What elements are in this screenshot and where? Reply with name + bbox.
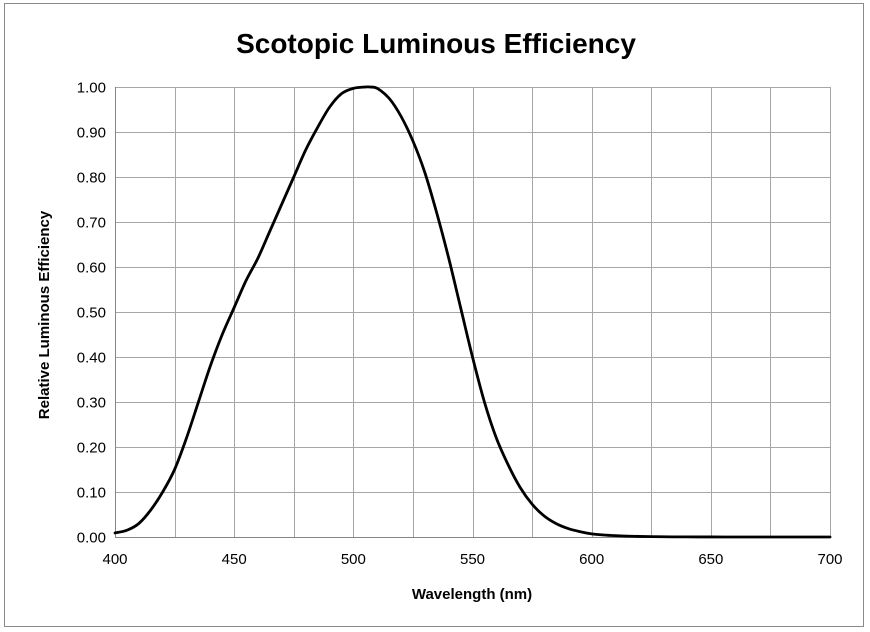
- y-tick-label: 0.20: [77, 440, 106, 457]
- y-tick-label: 0.40: [77, 350, 106, 367]
- y-tick-label: 0.60: [77, 260, 106, 277]
- y-tick-label: 0.30: [77, 395, 106, 412]
- x-tick-label: 400: [102, 551, 127, 568]
- x-axis-title: Wavelength (nm): [412, 586, 532, 603]
- grid-lines: [115, 87, 831, 537]
- y-tick-label: 0.90: [77, 125, 106, 142]
- y-tick-label: 0.10: [77, 485, 106, 502]
- y-tick-label: 0.00: [77, 530, 106, 547]
- y-tick-label: 0.70: [77, 215, 106, 232]
- series-line: [113, 85, 832, 539]
- x-tick-label: 500: [341, 551, 366, 568]
- x-tick-label: 600: [579, 551, 604, 568]
- y-tick-label: 1.00: [77, 80, 106, 97]
- y-axis-title: Relative Luminous Efficiency: [36, 210, 53, 419]
- chart-frame: Scotopic Luminous Efficiency 0.00 0.10 0.2…: [4, 3, 864, 627]
- y-tick-label: 0.50: [77, 305, 106, 322]
- y-tick-label: 0.80: [77, 170, 106, 187]
- x-tick-label: 550: [460, 551, 485, 568]
- x-tick-labels: 400 450 500 550 600 650 700: [102, 551, 842, 568]
- chart-title: Scotopic Luminous Efficiency: [236, 28, 636, 59]
- x-tick-label: 650: [698, 551, 723, 568]
- y-tick-labels: 0.00 0.10 0.20 0.30 0.40 0.50 0.60 0.70 0.80 0.90…: [77, 80, 106, 547]
- chart-svg: Scotopic Luminous Efficiency 0.00 0.10 0.2…: [36, 28, 843, 603]
- x-tick-label: 450: [222, 551, 247, 568]
- x-tick-label: 700: [817, 551, 842, 568]
